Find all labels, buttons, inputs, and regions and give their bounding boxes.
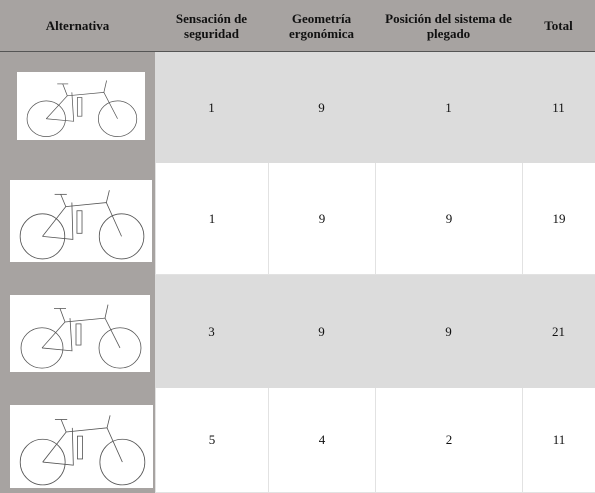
bike-line — [42, 202, 122, 237]
bike-line — [99, 438, 146, 486]
bike-drawing — [19, 190, 145, 260]
value-cell: 9 — [375, 163, 522, 275]
bike-line — [60, 194, 67, 207]
header-cell: Sensación de seguridad — [155, 0, 268, 52]
bike-line — [20, 327, 64, 369]
bike-drawing — [20, 304, 142, 369]
bike-image — [10, 295, 150, 372]
bike-line — [41, 317, 121, 349]
bike-line — [98, 213, 145, 260]
value-cell: 11 — [522, 52, 595, 163]
value-cell: 9 — [375, 275, 522, 388]
bike-image — [10, 180, 152, 262]
bike-line — [46, 92, 75, 122]
bike-line — [41, 318, 73, 352]
bike-line — [19, 438, 66, 486]
bike-line — [105, 190, 110, 203]
bike-line — [19, 213, 66, 260]
value-cell: 2 — [375, 388, 522, 493]
bike-image — [10, 405, 153, 488]
bike-line — [42, 427, 123, 463]
bike-line — [26, 100, 66, 137]
value-cell: 9 — [268, 275, 375, 388]
bike-line — [98, 327, 142, 369]
value-cell: 9 — [268, 163, 375, 275]
value-cell: 11 — [522, 388, 595, 493]
bike-line — [98, 100, 138, 137]
bike-line — [75, 323, 82, 346]
bike-line — [42, 427, 74, 466]
bike-line — [45, 92, 118, 119]
bike-drawing — [26, 80, 138, 137]
bike-line — [77, 435, 83, 460]
bike-line — [62, 83, 68, 96]
header-cell: Geometría ergonómica — [268, 0, 375, 52]
value-cell: 9 — [268, 52, 375, 163]
bike-line — [104, 304, 109, 319]
header-cell: Posición del sistema de plegado — [375, 0, 522, 52]
value-cell: 1 — [155, 52, 268, 163]
value-cell: 19 — [522, 163, 595, 275]
bike-line — [42, 202, 74, 240]
value-cell: 5 — [155, 388, 268, 493]
bike-line — [106, 415, 111, 428]
value-cell: 3 — [155, 275, 268, 388]
bike-drawing — [19, 415, 146, 486]
value-cell: 4 — [268, 388, 375, 493]
value-cell: 1 — [155, 163, 268, 275]
bike-line — [76, 97, 83, 117]
bike-image — [17, 72, 145, 140]
bike-line — [103, 80, 107, 93]
value-cell: 21 — [522, 275, 595, 388]
bike-line — [59, 308, 66, 323]
header-cell: Alternativa — [0, 0, 155, 52]
bike-line — [60, 419, 67, 433]
header-cell: Total — [522, 0, 595, 52]
bike-line — [76, 210, 83, 234]
value-cell: 1 — [375, 52, 522, 163]
